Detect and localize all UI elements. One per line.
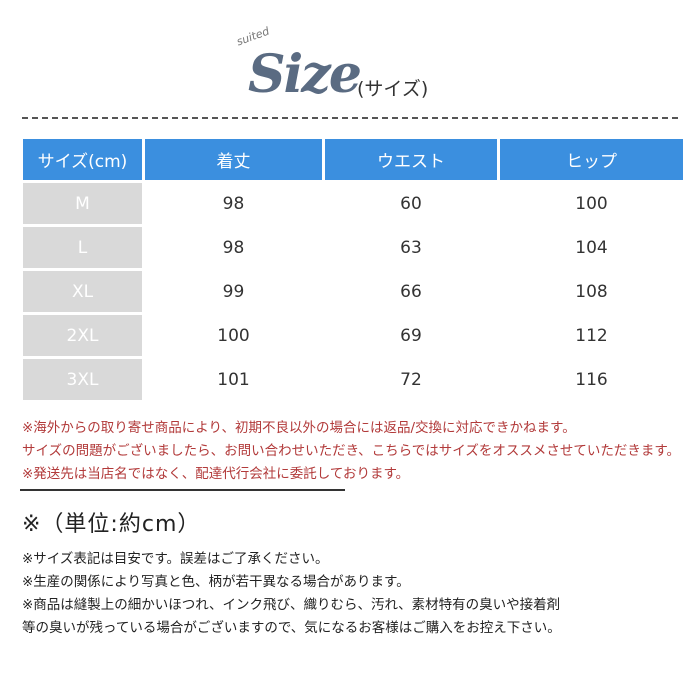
- value-cell: 104: [575, 237, 608, 258]
- value-cell: 69: [400, 325, 422, 346]
- table-header-row: サイズ(cm) 着丈 ウエスト ヒップ: [23, 139, 683, 180]
- size-cell: M: [23, 183, 142, 224]
- table-row: XL 99 66 108: [23, 271, 683, 312]
- warning-line: ※発送先は当店名ではなく、配達代行会社に委託しております。: [22, 466, 410, 482]
- warning-line: サイズの問題がございましたら、お問い合わせいただき、こちらではサイズをオススメさ…: [22, 443, 680, 459]
- value-cell: 66: [400, 281, 422, 302]
- logo-title: Size: [248, 44, 362, 105]
- table-row: M 98 60 100: [23, 183, 683, 224]
- size-cell: XL: [23, 271, 142, 312]
- value-cell: 116: [575, 369, 608, 390]
- divider: [20, 489, 345, 491]
- value-cell: 99: [222, 281, 245, 302]
- table-row: 3XL 101 72 116: [23, 359, 683, 400]
- value-cell: 108: [575, 281, 608, 302]
- value-cell: 98: [222, 237, 245, 258]
- value-cell: 112: [575, 325, 608, 346]
- value-cell: 72: [400, 369, 422, 390]
- table-row: L 98 63 104: [23, 227, 683, 268]
- column-header: 着丈: [145, 139, 322, 180]
- subtitle: (サイズ): [357, 78, 429, 100]
- column-header: ウエスト: [325, 139, 497, 180]
- value-cell: 63: [400, 237, 422, 258]
- column-header: サイズ(cm): [23, 139, 142, 180]
- note-line: ※サイズ表記は目安です。誤差はご了承ください。: [22, 551, 329, 567]
- unit-label: ※（単位:約cm）: [22, 512, 201, 537]
- value-cell: 60: [400, 193, 422, 214]
- value-cell: 98: [222, 193, 245, 214]
- warning-line: ※海外からの取り寄せ商品により、初期不良以外の場合には返品/交換に対応できかねま…: [22, 420, 576, 436]
- size-cell: 3XL: [23, 359, 142, 400]
- column-header: ヒップ: [500, 139, 683, 180]
- dashed-divider: [22, 117, 678, 119]
- value-cell: 100: [575, 193, 608, 214]
- note-line: ※生産の関係により写真と色、柄が若干異なる場合があります。: [22, 574, 410, 590]
- note-line: 等の臭いが残っている場合がございますので、気になるお客様はご購入をお控え下さい。: [22, 620, 561, 636]
- table-row: 2XL 100 69 112: [23, 315, 683, 356]
- note-line: ※商品は縫製上の細かいほつれ、インク飛び、織りむら、汚れ、素材特有の臭いや接着剤: [22, 597, 561, 613]
- value-cell: 100: [217, 325, 250, 346]
- size-cell: L: [23, 227, 142, 268]
- size-table: サイズ(cm) 着丈 ウエスト ヒップ M 98 60 100 L 98 63 104 XL 99…: [20, 136, 686, 403]
- size-cell: 2XL: [23, 315, 142, 356]
- value-cell: 101: [217, 369, 250, 390]
